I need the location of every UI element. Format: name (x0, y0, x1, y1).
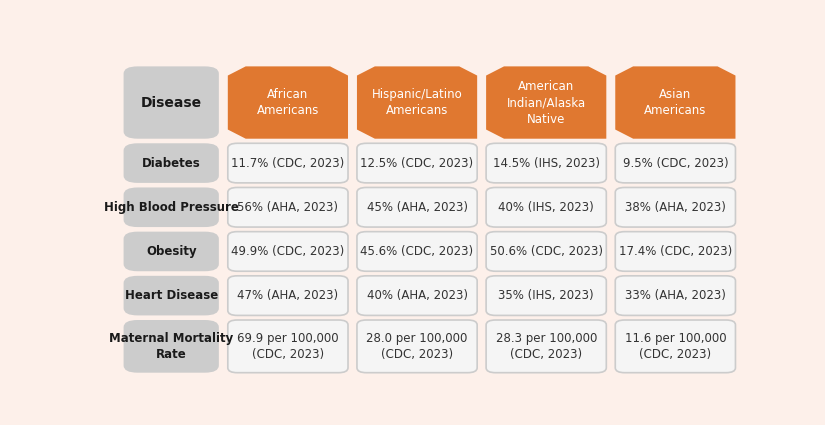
PathPatch shape (228, 66, 348, 139)
FancyBboxPatch shape (228, 187, 348, 227)
FancyBboxPatch shape (615, 143, 735, 183)
Text: Hispanic/Latino
Americans: Hispanic/Latino Americans (372, 88, 463, 117)
FancyBboxPatch shape (615, 232, 735, 271)
FancyBboxPatch shape (124, 276, 219, 315)
FancyBboxPatch shape (486, 276, 606, 315)
FancyBboxPatch shape (124, 143, 219, 183)
Text: Heart Disease: Heart Disease (125, 289, 218, 302)
Text: 50.6% (CDC, 2023): 50.6% (CDC, 2023) (490, 245, 603, 258)
FancyBboxPatch shape (124, 66, 219, 139)
Text: 40% (IHS, 2023): 40% (IHS, 2023) (498, 201, 594, 214)
Text: 40% (AHA, 2023): 40% (AHA, 2023) (366, 289, 468, 302)
FancyBboxPatch shape (124, 187, 219, 227)
Text: American
Indian/Alaska
Native: American Indian/Alaska Native (507, 79, 586, 125)
Text: 38% (AHA, 2023): 38% (AHA, 2023) (625, 201, 726, 214)
FancyBboxPatch shape (486, 232, 606, 271)
Text: Asian
Americans: Asian Americans (644, 88, 706, 117)
PathPatch shape (357, 66, 477, 139)
Text: Obesity: Obesity (146, 245, 196, 258)
Text: 17.4% (CDC, 2023): 17.4% (CDC, 2023) (619, 245, 732, 258)
PathPatch shape (615, 66, 735, 139)
Text: 12.5% (CDC, 2023): 12.5% (CDC, 2023) (361, 156, 474, 170)
FancyBboxPatch shape (615, 320, 735, 373)
FancyBboxPatch shape (228, 276, 348, 315)
FancyBboxPatch shape (124, 320, 219, 373)
Text: African
Americans: African Americans (257, 88, 319, 117)
FancyBboxPatch shape (486, 187, 606, 227)
Text: 69.9 per 100,000
(CDC, 2023): 69.9 per 100,000 (CDC, 2023) (237, 332, 339, 361)
Text: Maternal Mortality
Rate: Maternal Mortality Rate (109, 332, 233, 361)
Text: 35% (IHS, 2023): 35% (IHS, 2023) (498, 289, 594, 302)
FancyBboxPatch shape (357, 143, 477, 183)
Text: 45.6% (CDC, 2023): 45.6% (CDC, 2023) (361, 245, 474, 258)
Text: 45% (AHA, 2023): 45% (AHA, 2023) (366, 201, 468, 214)
FancyBboxPatch shape (228, 320, 348, 373)
Text: 28.3 per 100,000
(CDC, 2023): 28.3 per 100,000 (CDC, 2023) (496, 332, 597, 361)
Text: 33% (AHA, 2023): 33% (AHA, 2023) (625, 289, 726, 302)
FancyBboxPatch shape (357, 187, 477, 227)
Text: Disease: Disease (140, 96, 202, 110)
PathPatch shape (486, 66, 606, 139)
Text: 47% (AHA, 2023): 47% (AHA, 2023) (238, 289, 338, 302)
Text: 14.5% (IHS, 2023): 14.5% (IHS, 2023) (493, 156, 600, 170)
FancyBboxPatch shape (357, 320, 477, 373)
FancyBboxPatch shape (615, 187, 735, 227)
FancyBboxPatch shape (486, 143, 606, 183)
Text: 28.0 per 100,000
(CDC, 2023): 28.0 per 100,000 (CDC, 2023) (366, 332, 468, 361)
Text: Diabetes: Diabetes (142, 156, 200, 170)
FancyBboxPatch shape (357, 232, 477, 271)
Text: High Blood Pressure: High Blood Pressure (104, 201, 238, 214)
FancyBboxPatch shape (228, 232, 348, 271)
FancyBboxPatch shape (357, 276, 477, 315)
Text: 9.5% (CDC, 2023): 9.5% (CDC, 2023) (623, 156, 728, 170)
Text: 56% (AHA, 2023): 56% (AHA, 2023) (238, 201, 338, 214)
Text: 11.7% (CDC, 2023): 11.7% (CDC, 2023) (231, 156, 345, 170)
FancyBboxPatch shape (615, 276, 735, 315)
Text: 11.6 per 100,000
(CDC, 2023): 11.6 per 100,000 (CDC, 2023) (625, 332, 726, 361)
Text: 49.9% (CDC, 2023): 49.9% (CDC, 2023) (231, 245, 345, 258)
FancyBboxPatch shape (228, 143, 348, 183)
FancyBboxPatch shape (124, 232, 219, 271)
FancyBboxPatch shape (486, 320, 606, 373)
